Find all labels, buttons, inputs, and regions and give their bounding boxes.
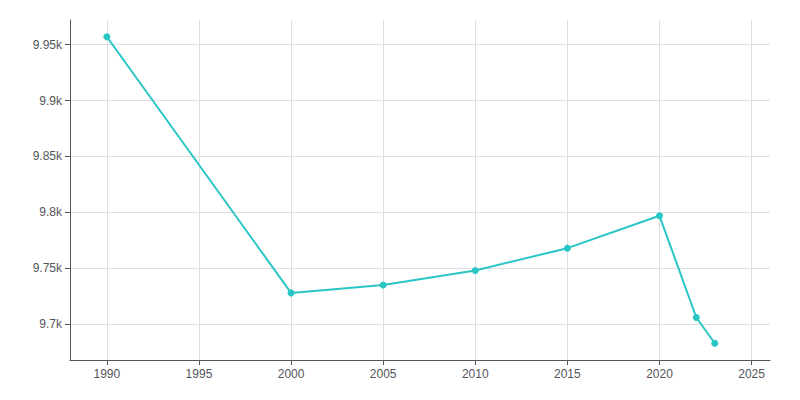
svg-text:9.9k: 9.9k [39,94,63,108]
svg-text:9.8k: 9.8k [39,205,63,219]
svg-text:9.75k: 9.75k [33,261,63,275]
svg-text:2015: 2015 [554,367,581,381]
svg-text:2020: 2020 [646,367,673,381]
svg-text:2005: 2005 [370,367,397,381]
svg-text:2025: 2025 [738,367,765,381]
svg-text:9.7k: 9.7k [39,317,63,331]
svg-text:2000: 2000 [278,367,305,381]
svg-text:9.95k: 9.95k [33,38,63,52]
svg-text:9.85k: 9.85k [33,149,63,163]
svg-text:1990: 1990 [93,367,120,381]
svg-text:1995: 1995 [186,367,213,381]
svg-text:2010: 2010 [462,367,489,381]
